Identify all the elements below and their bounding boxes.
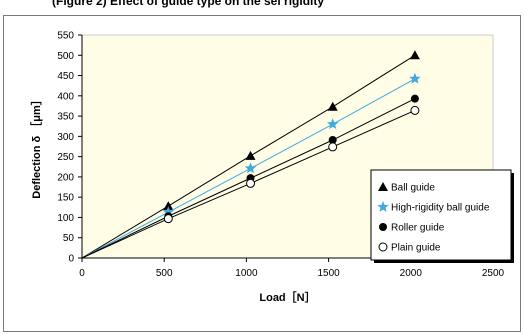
x-axis-title: Load［N］	[259, 290, 315, 304]
legend-label: High-rigidity ball guide	[391, 203, 490, 214]
legend-label: Roller guide	[391, 223, 445, 234]
legend-label: Plain guide	[391, 243, 441, 254]
data-point	[327, 101, 338, 111]
data-point	[410, 105, 420, 115]
data-point	[327, 118, 339, 130]
x-tick-label: 500	[156, 268, 173, 279]
data-point	[328, 142, 338, 152]
y-tick-label: 100	[57, 213, 74, 224]
legend-label: Ball guide	[391, 183, 435, 194]
data-point	[246, 178, 256, 188]
data-point	[245, 150, 256, 160]
series-4	[81, 105, 420, 259]
data-point	[244, 162, 257, 174]
x-tick-label: 1500	[317, 268, 340, 279]
x-tick-label: 2500	[482, 268, 505, 279]
data-point	[328, 136, 337, 145]
x-tick-label: 1000	[235, 268, 258, 279]
y-tick-label: 300	[57, 132, 74, 143]
data-point	[163, 214, 173, 224]
data-point	[409, 72, 421, 84]
y-tick-label: 500	[57, 51, 74, 62]
x-tick-label: 2000	[400, 268, 423, 279]
legend-box	[370, 169, 512, 261]
data-point	[163, 201, 174, 211]
series-2	[81, 72, 421, 259]
y-tick-label: 400	[57, 91, 74, 102]
y-tick-label: 150	[57, 193, 74, 204]
y-tick-label: 450	[57, 71, 74, 82]
y-tick-label: 200	[57, 172, 74, 183]
y-tick-label: 550	[57, 31, 74, 42]
y-tick-label: 50	[63, 233, 75, 244]
series-group	[81, 50, 421, 259]
y-tick-label: 0	[68, 254, 74, 265]
axes: 0 50 100 150 200 250 300 350 400 450 500 550 0 500 100…	[29, 31, 505, 305]
x-tick-label: 0	[79, 268, 85, 279]
legend-marker	[378, 182, 388, 191]
legend-marker	[378, 242, 388, 252]
data-point	[162, 206, 175, 218]
legend-marker	[379, 223, 387, 231]
data-point	[409, 50, 420, 60]
y-axis-title: Deflection δ ［μm］	[29, 94, 43, 198]
data-point	[410, 94, 419, 103]
legend-marker	[377, 201, 389, 212]
y-tick-label: 350	[57, 112, 74, 123]
series-1	[81, 50, 420, 259]
legend: Ball guide High-rigidity ball guide Roller…	[370, 169, 514, 263]
y-tick-label: 250	[57, 152, 74, 163]
figure-title: (Figure 2) Effect of guide type on the s…	[52, 0, 325, 8]
